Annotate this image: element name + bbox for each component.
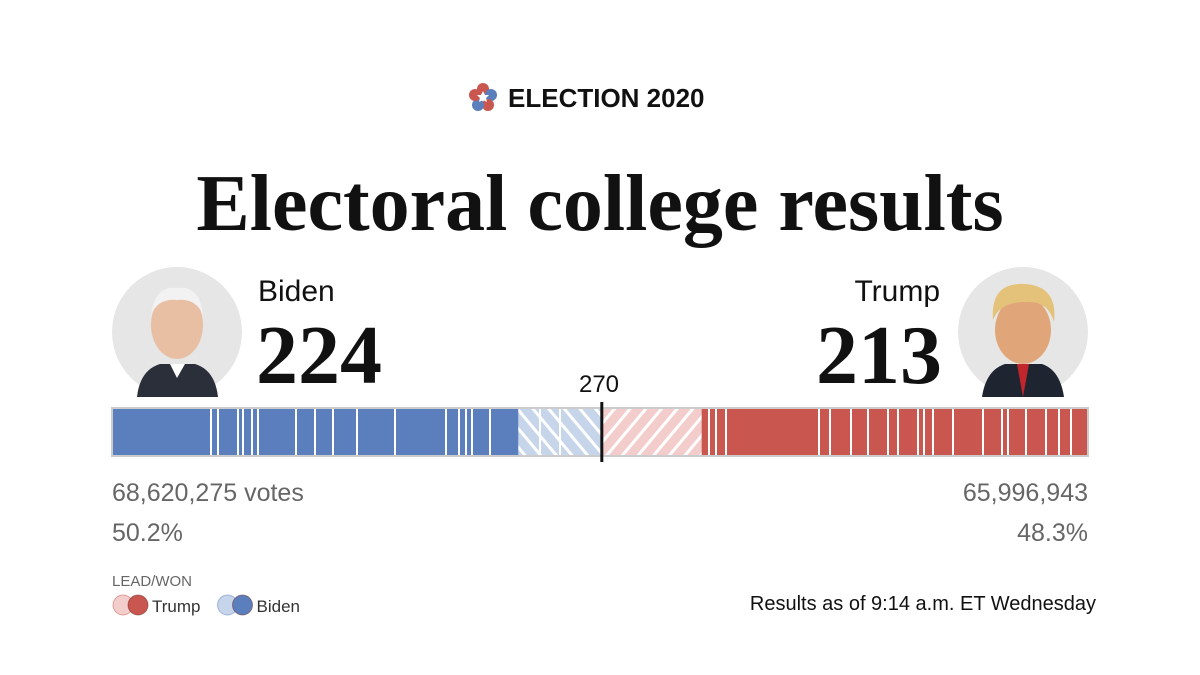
footnote: Results as of 9:14 a.m. ET Wednesday	[750, 593, 1096, 615]
threshold-label: 270	[579, 371, 619, 398]
legend-won-swatch	[127, 594, 149, 616]
state-dividers	[210, 409, 1072, 455]
electoral-votes: 213	[816, 309, 942, 402]
lead-segment	[601, 408, 702, 456]
legend-label: Biden	[257, 597, 300, 616]
title: Electoral college results	[196, 160, 1003, 248]
vote-percent: 50.2%	[112, 519, 183, 547]
logo	[469, 83, 497, 111]
header-label: ELECTION 2020	[508, 83, 705, 113]
portrait-biden	[112, 267, 242, 397]
popular-votes: 68,620,275 votes	[112, 479, 304, 507]
bar-border	[111, 407, 1089, 457]
legend-item: Trump	[112, 594, 201, 616]
legend-title: LEAD/WON	[112, 573, 192, 590]
won-segment	[701, 408, 1088, 456]
legend-won-swatch	[232, 594, 253, 616]
candidate-name: Biden	[258, 275, 335, 308]
legend-label: Trump	[152, 597, 201, 616]
portrait-trump	[958, 267, 1088, 397]
candidate-name: Trump	[854, 275, 940, 308]
vote-percent: 48.3%	[1017, 519, 1088, 547]
popular-votes: 65,996,943	[963, 479, 1088, 507]
electoral-votes: 224	[256, 309, 382, 402]
legend-item: Biden	[217, 594, 300, 616]
